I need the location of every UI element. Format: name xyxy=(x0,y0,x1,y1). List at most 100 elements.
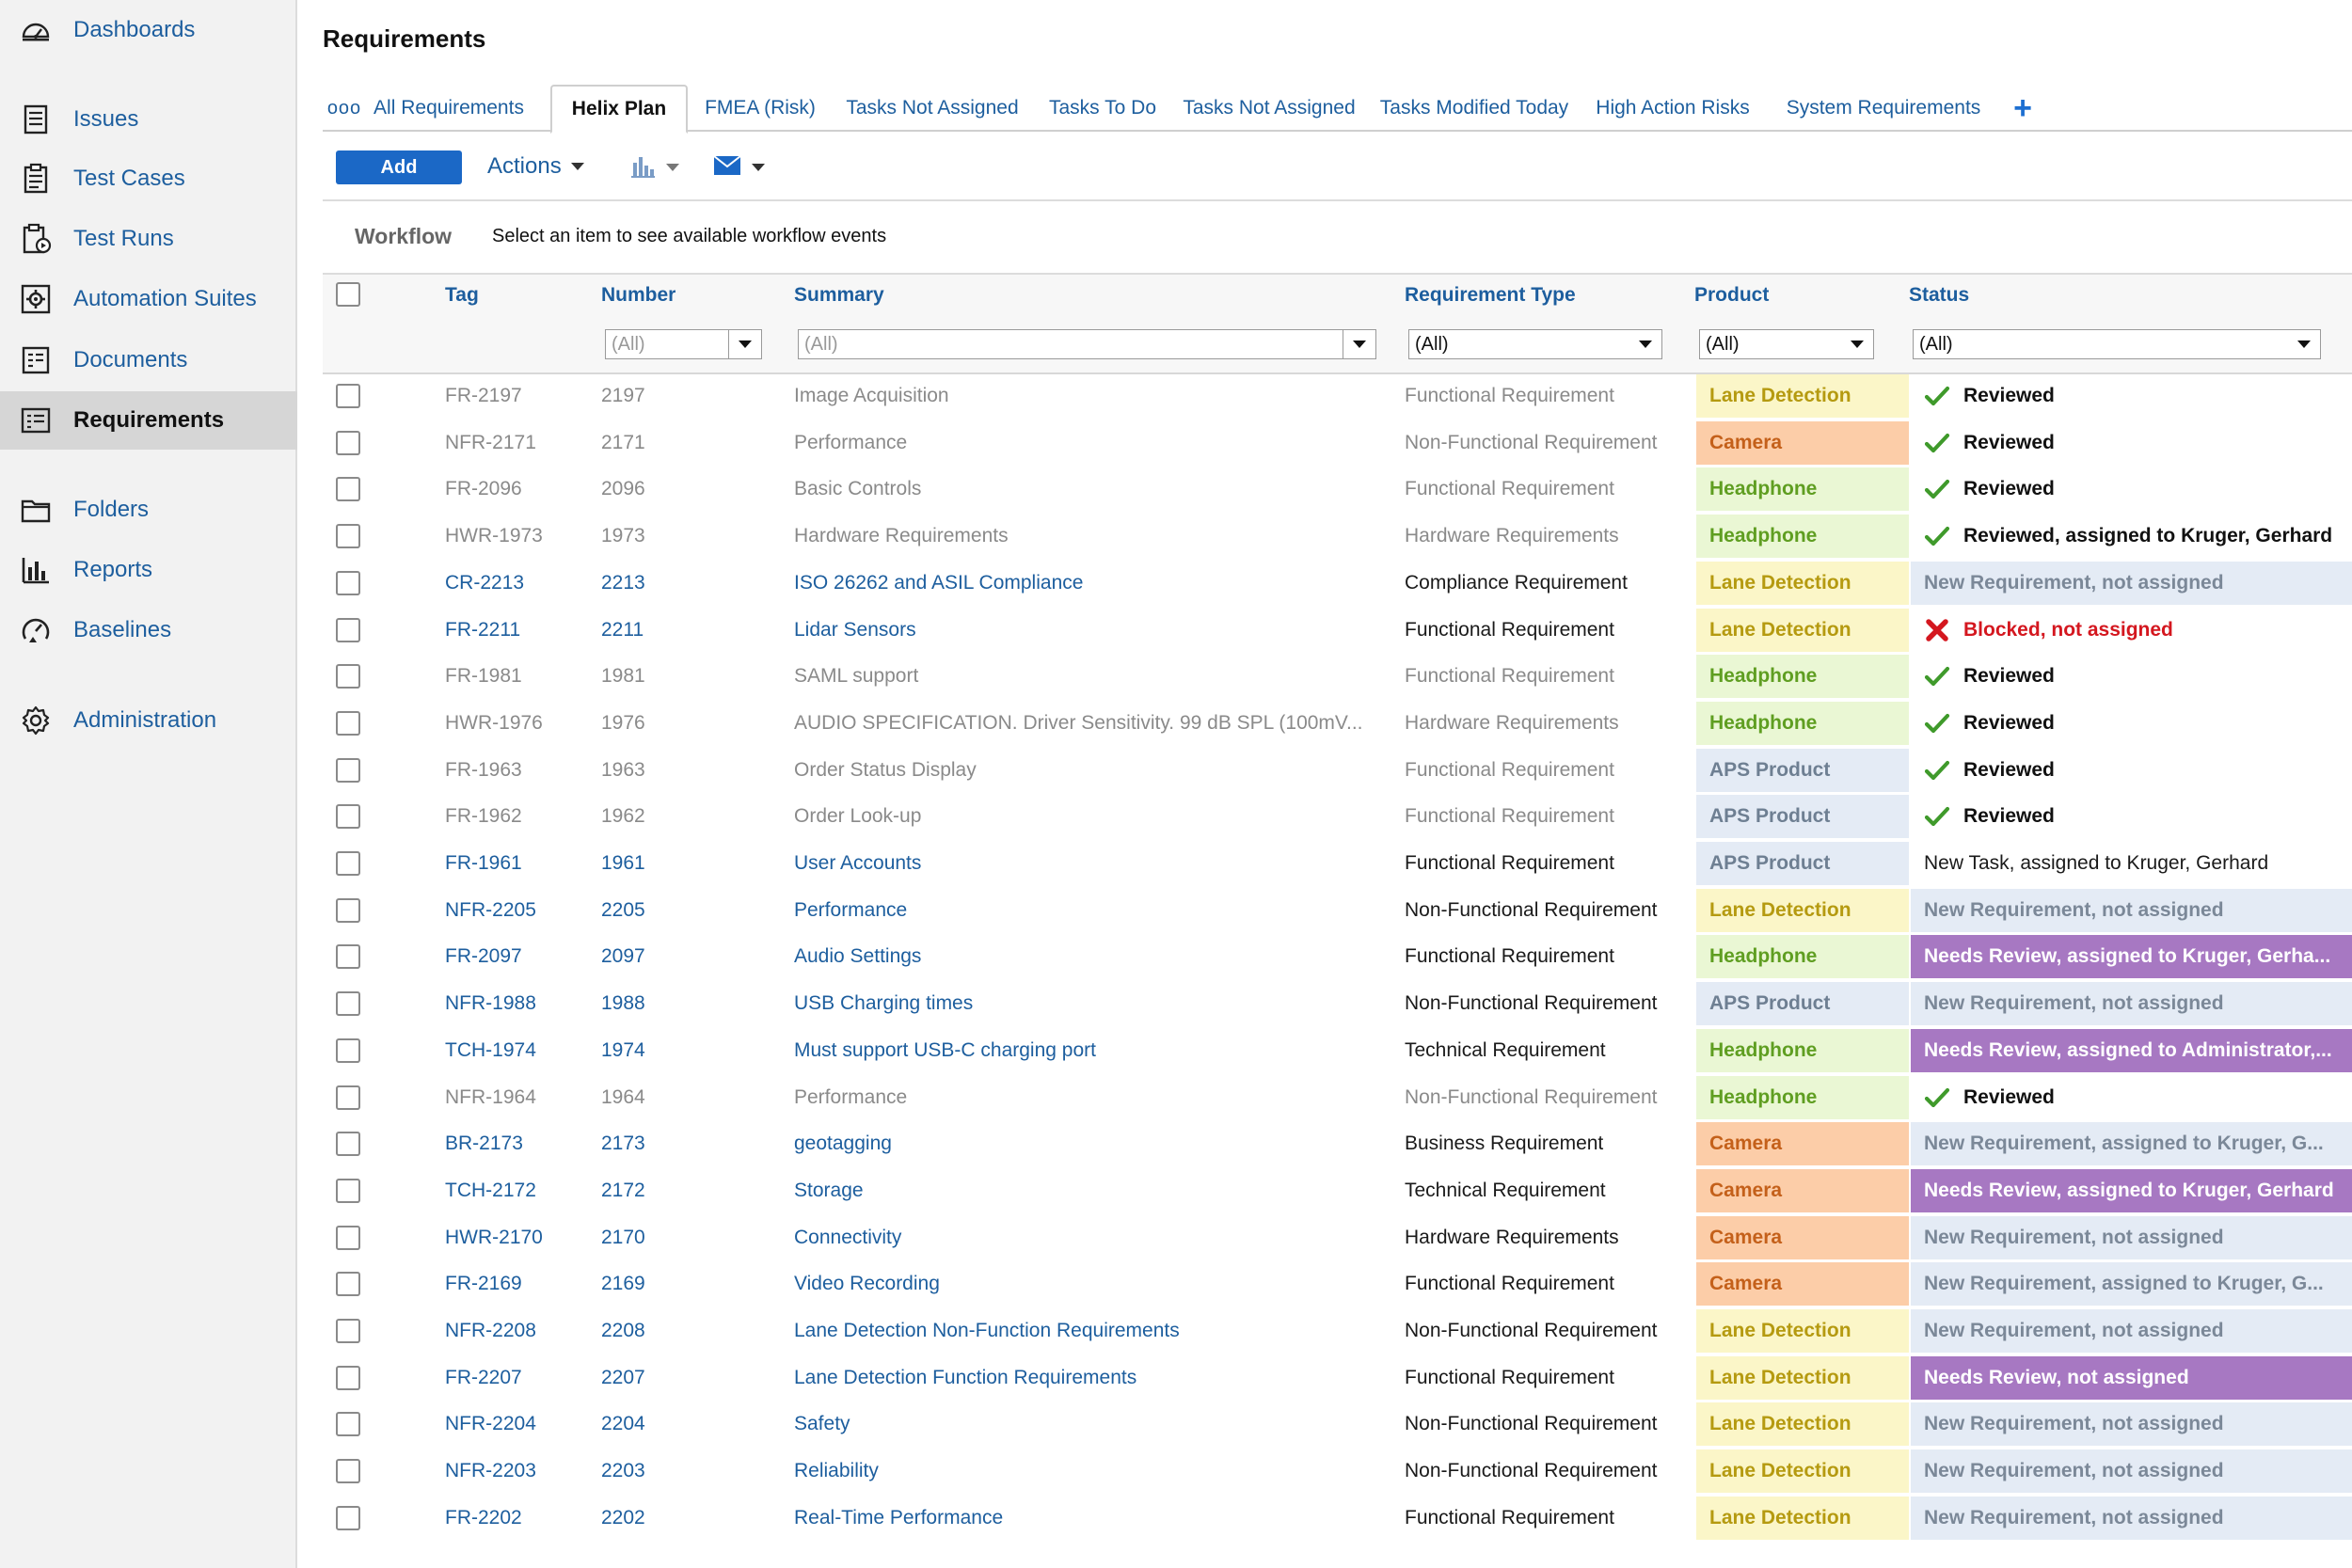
tab-high-action-risks[interactable]: High Action Risks xyxy=(1596,97,1750,119)
row-checkbox[interactable] xyxy=(336,944,360,970)
add-tab-button[interactable]: + xyxy=(2013,89,2032,126)
sidebar-item-administration[interactable]: Administration xyxy=(0,692,297,749)
sidebar-item-reports[interactable]: Reports xyxy=(0,542,297,598)
summary-cell[interactable]: ISO 26262 and ASIL Compliance xyxy=(794,571,1084,594)
number-cell[interactable]: 1988 xyxy=(601,992,645,1015)
row-checkbox[interactable] xyxy=(336,897,360,923)
row-checkbox[interactable] xyxy=(336,384,360,408)
table-row[interactable]: NFR-2205 2205 Performance Non-Functional Re… xyxy=(323,887,2352,934)
summary-cell[interactable]: Lidar Sensors xyxy=(794,618,916,641)
row-checkbox[interactable] xyxy=(336,851,360,876)
table-row[interactable]: NFR-1988 1988 USB Charging times Non-Functi… xyxy=(323,980,2352,1027)
number-cell[interactable]: 2172 xyxy=(601,1179,645,1201)
sidebar-item-test-cases[interactable]: Test Cases xyxy=(0,150,297,207)
row-checkbox[interactable] xyxy=(336,710,360,736)
row-checkbox[interactable] xyxy=(336,430,360,455)
table-row[interactable]: NFR-2203 2203 Reliability Non-Functional Re… xyxy=(323,1448,2352,1495)
table-row[interactable]: BR-2173 2173 geotagging Business Requiremen… xyxy=(323,1120,2352,1167)
table-row[interactable]: NFR-2208 2208 Lane Detection Non-Function … xyxy=(323,1307,2352,1354)
table-row[interactable]: FR-1963 1963 Order Status Display Functiona… xyxy=(323,747,2352,794)
table-row[interactable]: HWR-1973 1973 Hardware Requirements Hardwar… xyxy=(323,513,2352,560)
tag-cell[interactable]: FR-1981 xyxy=(445,665,522,688)
table-row[interactable]: HWR-2170 2170 Connectivity Hardware Require… xyxy=(323,1214,2352,1261)
table-row[interactable]: FR-2207 2207 Lane Detection Function Requi… xyxy=(323,1354,2352,1402)
table-row[interactable]: TCH-1974 1974 Must support USB-C charging … xyxy=(323,1027,2352,1074)
tab-more[interactable]: ooo xyxy=(326,97,362,119)
table-row[interactable]: HWR-1976 1976 AUDIO SPECIFICATION. Driver … xyxy=(323,700,2352,747)
number-cell[interactable]: 1962 xyxy=(601,805,645,828)
number-cell[interactable]: 2205 xyxy=(601,898,645,921)
tag-cell[interactable]: FR-2211 xyxy=(445,618,521,641)
summary-cell[interactable]: USB Charging times xyxy=(794,992,974,1015)
table-row[interactable]: FR-2197 2197 Image Acquisition Functional R… xyxy=(323,372,2352,420)
number-cell[interactable]: 1973 xyxy=(601,525,645,547)
row-checkbox[interactable] xyxy=(336,1459,360,1484)
tab-all-requirements[interactable]: All Requirements xyxy=(373,97,524,119)
tag-cell[interactable]: NFR-2203 xyxy=(445,1460,536,1482)
number-cell[interactable]: 2169 xyxy=(601,1273,645,1295)
number-cell[interactable]: 2170 xyxy=(601,1226,645,1248)
table-row[interactable]: FR-2097 2097 Audio Settings Functional Requ… xyxy=(323,933,2352,980)
sidebar-item-dashboards[interactable]: Dashboards xyxy=(0,2,297,58)
tag-cell[interactable]: BR-2173 xyxy=(445,1132,523,1155)
tag-cell[interactable]: NFR-1964 xyxy=(445,1085,536,1108)
sidebar-item-test-runs[interactable]: Test Runs xyxy=(0,211,297,267)
table-row[interactable]: FR-1961 1961 User Accounts Functional Requi… xyxy=(323,840,2352,887)
table-row[interactable]: FR-1981 1981 SAML support Functional Requir… xyxy=(323,653,2352,700)
number-cell[interactable]: 2213 xyxy=(601,571,645,594)
row-checkbox[interactable] xyxy=(336,1412,360,1437)
summary-filter[interactable]: (All) xyxy=(798,329,1376,359)
row-checkbox[interactable] xyxy=(336,1272,360,1297)
tag-cell[interactable]: CR-2213 xyxy=(445,571,525,594)
row-checkbox[interactable] xyxy=(336,1132,360,1157)
summary-cell[interactable]: Order Look-up xyxy=(794,805,922,828)
number-cell[interactable]: 2197 xyxy=(601,385,645,406)
tag-cell[interactable]: FR-2202 xyxy=(445,1506,522,1528)
table-row[interactable]: FR-2169 2169 Video Recording Functional Req… xyxy=(323,1260,2352,1307)
summary-cell[interactable]: Order Status Display xyxy=(794,758,977,781)
tag-cell[interactable]: NFR-2205 xyxy=(445,898,536,921)
summary-cell[interactable]: Safety xyxy=(794,1413,850,1435)
tab-system-requirements[interactable]: System Requirements xyxy=(1786,97,1981,119)
tag-cell[interactable]: NFR-1988 xyxy=(445,992,536,1015)
number-cell[interactable]: 2208 xyxy=(601,1320,645,1341)
table-row[interactable]: CR-2213 2213 ISO 26262 and ASIL Compliance… xyxy=(323,560,2352,607)
row-checkbox[interactable] xyxy=(336,1505,360,1530)
column-header-product[interactable]: Product xyxy=(1694,284,1770,306)
summary-cell[interactable]: Image Acquisition xyxy=(794,385,949,406)
sidebar-item-issues[interactable]: Issues xyxy=(0,91,297,148)
summary-cell[interactable]: Performance xyxy=(794,431,908,453)
summary-cell[interactable]: Hardware Requirements xyxy=(794,525,1009,547)
summary-cell[interactable]: User Accounts xyxy=(794,852,922,874)
tag-cell[interactable]: FR-2207 xyxy=(445,1366,522,1388)
row-checkbox[interactable] xyxy=(336,570,360,595)
tab-tasks-modified-today[interactable]: Tasks Modified Today xyxy=(1379,97,1569,119)
row-checkbox[interactable] xyxy=(336,524,360,549)
summary-cell[interactable]: Storage xyxy=(794,1179,864,1201)
summary-cell[interactable]: Lane Detection Non-Function Requirements xyxy=(794,1320,1180,1341)
tag-cell[interactable]: NFR-2171 xyxy=(445,431,536,453)
tag-cell[interactable]: FR-1961 xyxy=(445,852,522,874)
number-cell[interactable]: 1964 xyxy=(601,1085,645,1108)
number-cell[interactable]: 1974 xyxy=(601,1038,645,1061)
number-cell[interactable]: 2211 xyxy=(601,618,644,641)
sidebar-item-documents[interactable]: Documents xyxy=(0,332,297,388)
table-row[interactable]: FR-2211 2211 Lidar Sensors Functional Requi… xyxy=(323,607,2352,654)
add-button[interactable]: Add xyxy=(336,150,462,184)
row-checkbox[interactable] xyxy=(336,1319,360,1343)
row-checkbox[interactable] xyxy=(336,1225,360,1250)
tab-fmea-risk[interactable]: FMEA (Risk) xyxy=(705,97,816,119)
number-cell[interactable]: 2171 xyxy=(601,431,645,453)
tag-cell[interactable]: TCH-1974 xyxy=(445,1038,536,1061)
tab-tasks-not-assigned[interactable]: Tasks Not Assigned xyxy=(846,97,1019,119)
row-checkbox[interactable] xyxy=(336,664,360,689)
number-cell[interactable]: 2096 xyxy=(601,478,645,500)
summary-cell[interactable]: Audio Settings xyxy=(794,945,922,968)
tag-cell[interactable]: FR-1962 xyxy=(445,805,522,828)
sidebar-item-folders[interactable]: Folders xyxy=(0,482,297,538)
tag-cell[interactable]: NFR-2208 xyxy=(445,1320,536,1341)
tag-cell[interactable]: FR-2169 xyxy=(445,1273,522,1295)
table-row[interactable]: FR-2202 2202 Real-Time Performance Function… xyxy=(323,1495,2352,1542)
table-row[interactable]: FR-1962 1962 Order Look-up Functional Requi… xyxy=(323,793,2352,840)
column-header-status[interactable]: Status xyxy=(1909,284,1970,306)
